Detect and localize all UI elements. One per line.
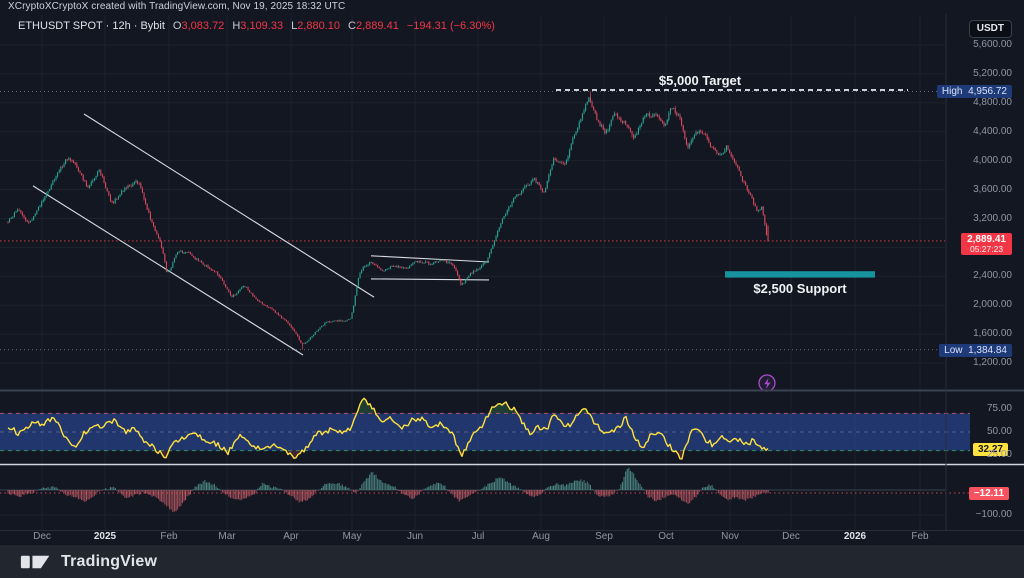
symbol-title[interactable]: ETHUSDT SPOT · 12h · Bybit <box>18 20 165 32</box>
time-axis-label: Jun <box>406 531 424 542</box>
time-axis-label: Mar <box>218 531 236 542</box>
target-annotation[interactable]: $5,000 Target <box>658 73 742 88</box>
time-axis-label: Aug <box>532 531 550 542</box>
high-price-badge: High 4,956.72 <box>936 85 1012 98</box>
price-axis-label: 4,800.00 <box>973 96 1012 108</box>
boost-lightning-icon[interactable] <box>758 374 776 392</box>
tradingview-logo-icon[interactable] <box>20 551 52 573</box>
time-axis-label: Feb <box>911 531 929 542</box>
price-axis-label: 1,600.00 <box>973 328 1012 340</box>
time-axis-label: Sep <box>595 531 613 542</box>
time-axis-label: Feb <box>160 531 178 542</box>
ohlc-low: L2,880.10 <box>291 20 341 32</box>
price-axis-label: 2,000.00 <box>973 299 1012 311</box>
time-axis-label: Oct <box>658 531 674 542</box>
time-axis-label: Apr <box>283 531 299 542</box>
snapshot-credit: XCryptoXCryptoX created with TradingView… <box>8 1 346 12</box>
rsi-value-badge: 32.27 <box>972 443 1008 456</box>
time-axis-label: 2026 <box>843 531 867 542</box>
price-axis-label: 5,600.00 <box>973 39 1012 50</box>
price-axis-label: 2,400.00 <box>973 270 1012 282</box>
price-axis-label: 5,200.00 <box>973 67 1012 79</box>
rsi-axis-label: 50.00 <box>986 426 1012 437</box>
time-axis-label: 2025 <box>93 531 117 542</box>
currency-toggle-button[interactable]: USDT <box>968 20 1012 38</box>
time-axis-label: Dec <box>33 531 51 542</box>
histogram-axis-label: −100.00 <box>975 509 1012 520</box>
ohlc-high: H3,109.33 <box>232 20 284 32</box>
rsi-axis-label: 25.00 <box>986 449 1012 461</box>
price-axis-label: 3,600.00 <box>973 183 1012 195</box>
low-price-badge: Low 1,384.84 <box>939 344 1012 357</box>
price-axis-label: 4,000.00 <box>973 154 1012 166</box>
last-price-value: 2,889.41 <box>967 234 1006 245</box>
ohlc-close: C2,889.41 <box>348 20 399 32</box>
price-axis-label: 3,200.00 <box>973 212 1012 224</box>
ohlc-open: O3,083.72 <box>172 20 225 32</box>
time-axis-label: Jul <box>471 531 485 542</box>
bar-countdown: 05:27:23 <box>969 244 1004 254</box>
support-annotation[interactable]: $2,500 Support <box>753 281 847 296</box>
symbol-legend[interactable]: ETHUSDT SPOT · 12h · Bybit O3,083.72 H3,… <box>18 20 495 32</box>
price-axis-label: 4,400.00 <box>973 125 1012 137</box>
rsi-axis-label: 75.00 <box>986 402 1012 414</box>
time-axis-label: May <box>342 531 362 542</box>
time-axis-label: Nov <box>721 531 739 542</box>
histogram-value-badge: −12.11 <box>968 487 1009 500</box>
footer-bar: TradingView <box>0 544 1024 578</box>
last-price-badge: 2,889.41 05:27:23 <box>961 233 1012 255</box>
price-axis-label: 1,200.00 <box>973 357 1012 368</box>
footer-brand[interactable]: TradingView <box>61 552 158 570</box>
time-axis-label: Dec <box>782 531 800 542</box>
change-value: −194.31 (−6.30%) <box>406 20 495 32</box>
